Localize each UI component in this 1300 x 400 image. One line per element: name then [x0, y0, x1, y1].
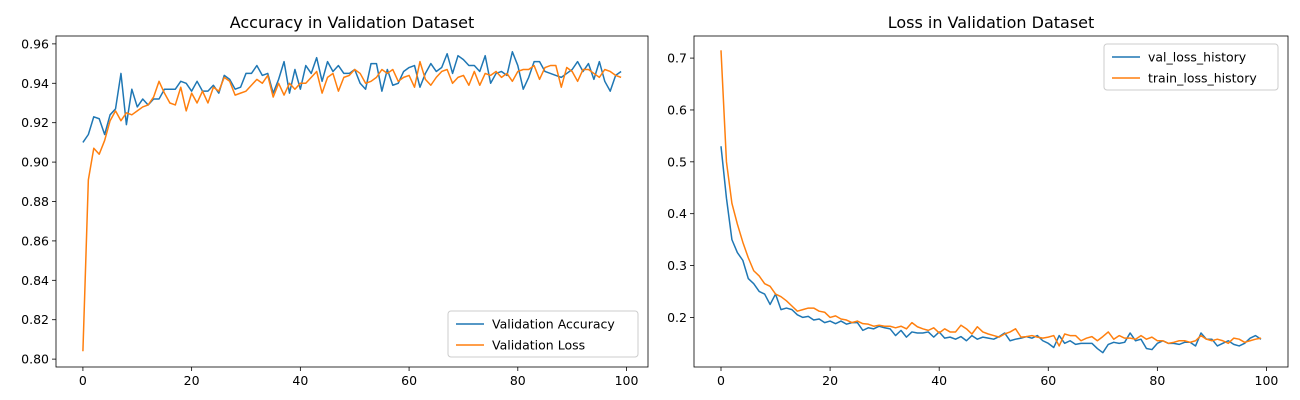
x-tick-label: 20 — [184, 373, 200, 388]
series-line-2 — [720, 50, 1262, 347]
x-tick-label: 60 — [1040, 373, 1056, 388]
loss-chart: Loss in Validation Dataset 0 20 40 60 80 100 0… — [667, 13, 1289, 388]
y-tick-label: 0.3 — [667, 258, 687, 273]
y-tick-label: 0.2 — [667, 310, 687, 325]
x-tick-label: 100 — [1255, 373, 1279, 388]
x-tick-label: 60 — [401, 373, 417, 388]
y-tick-label: 0.94 — [21, 76, 49, 91]
x-tick-label: 20 — [822, 373, 838, 388]
y-tick-label: 0.88 — [21, 194, 49, 209]
y-tick-label: 0.86 — [21, 233, 49, 248]
legend-label: val_loss_history — [1148, 50, 1247, 65]
legend-label: Validation Accuracy — [492, 317, 615, 332]
y-tick-label: 0.84 — [21, 273, 49, 288]
x-tick-label: 40 — [292, 373, 308, 388]
legend-box — [1103, 43, 1279, 91]
x-tick-label: 100 — [615, 373, 639, 388]
legend: Validation Accuracy Validation Loss — [447, 310, 639, 358]
y-tick-label: 0.92 — [21, 115, 49, 130]
x-tick-label: 80 — [510, 373, 526, 388]
plot-frame — [693, 35, 1289, 368]
series-line-1 — [82, 51, 622, 143]
x-tick-label: 0 — [79, 373, 87, 388]
y-tick-label: 0.90 — [21, 155, 49, 170]
accuracy-chart: Accuracy in Validation Dataset 0 20 40 60 80… — [21, 13, 649, 388]
chart-title: Accuracy in Validation Dataset — [230, 13, 475, 32]
legend: val_loss_history train_loss_history — [1103, 43, 1279, 91]
x-tick-label: 40 — [931, 373, 947, 388]
y-tick-label: 0.7 — [667, 51, 687, 66]
legend-label: train_loss_history — [1148, 71, 1257, 86]
legend-label: Validation Loss — [492, 338, 585, 353]
plot-frame — [55, 35, 649, 368]
chart-title: Loss in Validation Dataset — [888, 13, 1095, 32]
y-tick-label: 0.4 — [667, 206, 687, 221]
series-line-1 — [720, 146, 1262, 354]
y-tick-label: 0.80 — [21, 352, 49, 367]
legend-box — [447, 310, 639, 358]
y-tick-label: 0.96 — [21, 36, 49, 51]
series-line-2 — [82, 60, 622, 352]
y-tick-label: 0.6 — [667, 102, 687, 117]
x-tick-label: 80 — [1149, 373, 1165, 388]
y-tick-label: 0.82 — [21, 312, 49, 327]
x-tick-label: 0 — [717, 373, 725, 388]
y-tick-label: 0.5 — [667, 154, 687, 169]
